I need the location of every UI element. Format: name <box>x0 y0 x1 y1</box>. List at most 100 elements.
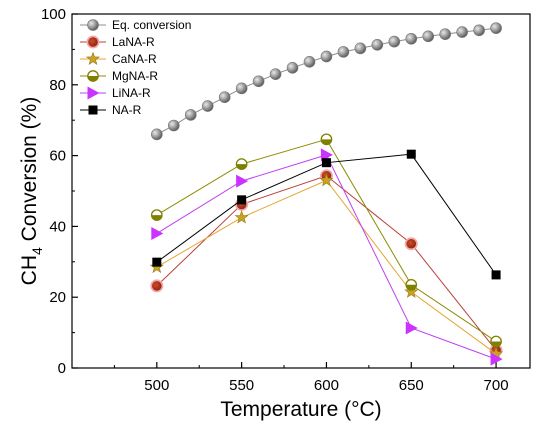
series-layer <box>149 22 504 366</box>
eq-conversion-point <box>286 62 299 74</box>
series-lana-r <box>150 169 503 357</box>
legend-label-cana-r: CaNA-R <box>112 52 157 66</box>
eq-conversion-point-shape <box>456 26 468 38</box>
x-tick-label-550: 550 <box>229 377 254 394</box>
y-axis-title-rest: Conversion (%) <box>18 97 41 248</box>
y-tick-label-100: 100 <box>41 6 66 23</box>
eq-conversion-point-shape <box>167 119 180 132</box>
eq-conversion-point-shape <box>439 28 451 40</box>
eq-conversion-point <box>252 75 265 88</box>
y-axis-title-main: CH <box>18 255 41 285</box>
eq-conversion-point <box>201 100 214 112</box>
lina-r-point-shape <box>490 352 503 366</box>
lana-r-point <box>150 279 164 293</box>
legend-marker-cana-r-shape <box>85 51 101 65</box>
legend-marker-mgna-r <box>87 70 99 82</box>
legend-marker-lana-r <box>86 35 100 49</box>
legend-marker-lina-r-shape <box>87 86 100 100</box>
cana-r-point-shape <box>404 284 419 298</box>
eq-conversion-point <box>235 82 248 95</box>
mgna-r-point <box>490 335 502 348</box>
series-lina-r <box>151 148 503 366</box>
eq-conversion-point <box>422 30 435 43</box>
eq-conversion-point <box>456 26 468 38</box>
x-axis-title: Temperature (°C) <box>220 398 381 421</box>
cana-r-point-shape <box>234 210 249 224</box>
y-tick-label-80: 80 <box>49 77 66 94</box>
lana-r-point-shape <box>406 238 417 249</box>
legend-marker-eq-conversion-shape <box>87 19 99 31</box>
x-tick-label-500: 500 <box>144 377 169 394</box>
eq-conversion-point-shape <box>252 75 265 88</box>
lina-r-point-shape <box>405 321 418 335</box>
lina-r-point-shape <box>320 148 333 162</box>
eq-conversion-point-shape <box>354 42 367 55</box>
legend-label-lina-r: LiNA-R <box>112 86 151 100</box>
y-tick-label-20: 20 <box>49 289 66 306</box>
eq-conversion-point-shape <box>303 55 316 68</box>
eq-conversion-point-shape <box>422 30 435 43</box>
legend-item-cana-r: CaNA-R <box>80 51 157 66</box>
legend-label-lana-r: LaNA-R <box>112 35 155 49</box>
legend-label-na-r: NA-R <box>112 103 142 117</box>
eq-conversion-point <box>473 24 485 37</box>
legend-marker-lina-r <box>87 86 100 100</box>
eq-conversion-point-shape <box>269 68 282 80</box>
na-r-point <box>491 270 501 280</box>
mgna-r-point-shape <box>406 284 417 291</box>
cana-r-point <box>234 210 249 224</box>
na-r-point-shape <box>321 158 331 168</box>
eq-conversion-point <box>337 46 350 58</box>
eq-conversion-point <box>439 28 451 40</box>
eq-conversion-point <box>354 42 367 55</box>
lana-r-point-shape <box>152 281 162 291</box>
legend-label-mgna-r: MgNA-R <box>112 69 158 83</box>
legend-item-na-r: NA-R <box>80 103 142 117</box>
na-r-point <box>406 149 416 159</box>
eq-conversion-point <box>151 128 163 141</box>
eq-conversion-point-shape <box>490 22 502 34</box>
lina-r-point <box>405 321 418 335</box>
legend-marker-lana-r-shape <box>88 37 98 47</box>
eq-conversion-point <box>167 119 180 132</box>
series-lina-r-line <box>156 154 497 360</box>
eq-conversion-point <box>269 68 282 80</box>
legend-marker-eq-conversion <box>87 19 99 31</box>
x-tick-label-650: 650 <box>399 377 424 394</box>
na-r-point <box>321 158 331 168</box>
na-r-point-shape <box>406 149 416 159</box>
eq-conversion-point-shape <box>235 82 248 95</box>
y-tick-label-60: 60 <box>49 148 66 165</box>
eq-conversion-point-shape <box>371 38 384 51</box>
eq-conversion-point <box>388 35 401 48</box>
cana-r-point <box>404 284 419 298</box>
legend-marker-cana-r <box>85 51 101 65</box>
lana-r-point <box>404 237 418 251</box>
legend: Eq. conversion LaNA-R CaNA-R MgNA-R LiNA-R NA… <box>80 18 191 117</box>
legend-item-mgna-r: MgNA-R <box>80 69 158 83</box>
legend-marker-na-r-shape <box>88 105 98 115</box>
lina-r-point <box>236 174 249 188</box>
series-eq-conversion <box>151 22 502 141</box>
eq-conversion-point-shape <box>201 100 214 112</box>
mgna-r-point <box>150 209 163 221</box>
mgna-r-point-shape <box>321 139 332 145</box>
lina-r-point-shape <box>151 226 164 240</box>
eq-conversion-point <box>218 91 231 103</box>
legend-marker-na-r <box>88 105 98 115</box>
legend-marker-mgna-r-shape <box>87 76 99 82</box>
x-tick-label-600: 600 <box>314 377 339 394</box>
series-mgna-r <box>150 133 502 348</box>
eq-conversion-point-shape <box>320 50 333 63</box>
legend-item-eq-conversion: Eq. conversion <box>80 18 191 32</box>
eq-conversion-point-shape <box>286 62 299 74</box>
lina-r-point-shape <box>236 174 249 188</box>
series-cana-r <box>149 173 504 360</box>
legend-label-eq-conversion: Eq. conversion <box>112 18 191 32</box>
eq-conversion-point <box>405 32 418 45</box>
eq-conversion-point-shape <box>218 91 231 103</box>
series-eq-conversion-line <box>156 27 497 135</box>
y-tick-label-0: 0 <box>58 360 66 377</box>
lina-r-point <box>320 148 333 162</box>
na-r-point-shape <box>237 195 247 205</box>
